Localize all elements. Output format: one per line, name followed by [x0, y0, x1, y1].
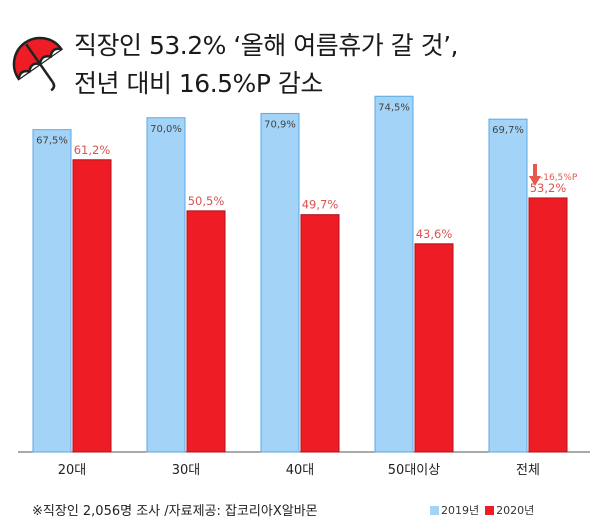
category-label-0: 20대 — [58, 463, 87, 478]
bar-2020-1 — [186, 210, 226, 453]
bar-2019-1 — [146, 117, 186, 453]
legend-swatch-2019 — [430, 505, 439, 515]
bar-2020-4 — [528, 197, 568, 453]
bar-2019-0 — [32, 129, 72, 453]
data-label-2019-4: 69,7% — [492, 125, 524, 136]
bar-2019-4 — [488, 118, 528, 453]
legend-swatch-2020 — [485, 505, 495, 515]
data-label-2019-3: 74,5% — [378, 102, 410, 113]
category-label-1: 30대 — [172, 463, 201, 478]
data-label-2019-2: 70,9% — [264, 119, 296, 130]
bar-2019-3 — [374, 95, 414, 453]
data-label-2019-0: 67,5% — [36, 136, 68, 147]
bar-2020-0 — [72, 159, 112, 453]
data-label-2019-1: 70,0% — [150, 124, 182, 135]
chart-title-line2: 전년 대비 16.5%P 감소 — [74, 69, 323, 98]
category-label-3: 50대이상 — [388, 463, 440, 478]
category-label-4: 전체 — [516, 463, 540, 478]
annotation-label: -16,5%P — [540, 173, 578, 183]
data-label-2020-2: 49,7% — [302, 198, 339, 212]
decrease-arrow-icon — [529, 164, 541, 186]
data-label-2020-4: 53,2% — [530, 181, 567, 195]
legend: 2019년 2020년 — [430, 502, 540, 518]
legend-label-2020: 2020년 — [496, 504, 535, 517]
bar-2020-2 — [300, 214, 340, 453]
legend-label-2019: 2019년 — [441, 504, 480, 517]
category-label-2: 40대 — [286, 463, 315, 478]
legend-item-2019: 2019년 — [430, 502, 479, 518]
umbrella-icon — [12, 36, 64, 92]
data-label-2020-0: 61,2% — [74, 143, 111, 157]
bar-2020-3 — [414, 243, 454, 453]
chart-title-line1: 직장인 53.2% ‘올해 여름휴가 갈 것’, — [74, 31, 459, 60]
footer-note: ※직장인 2,056명 조사 /자료제공: 잡코리아X알바몬 — [32, 504, 318, 519]
bar-2019-2 — [260, 112, 300, 453]
data-label-2020-1: 50,5% — [188, 194, 225, 208]
legend-item-2020: 2020년 — [485, 502, 534, 518]
data-label-2020-3: 43,6% — [416, 227, 453, 241]
